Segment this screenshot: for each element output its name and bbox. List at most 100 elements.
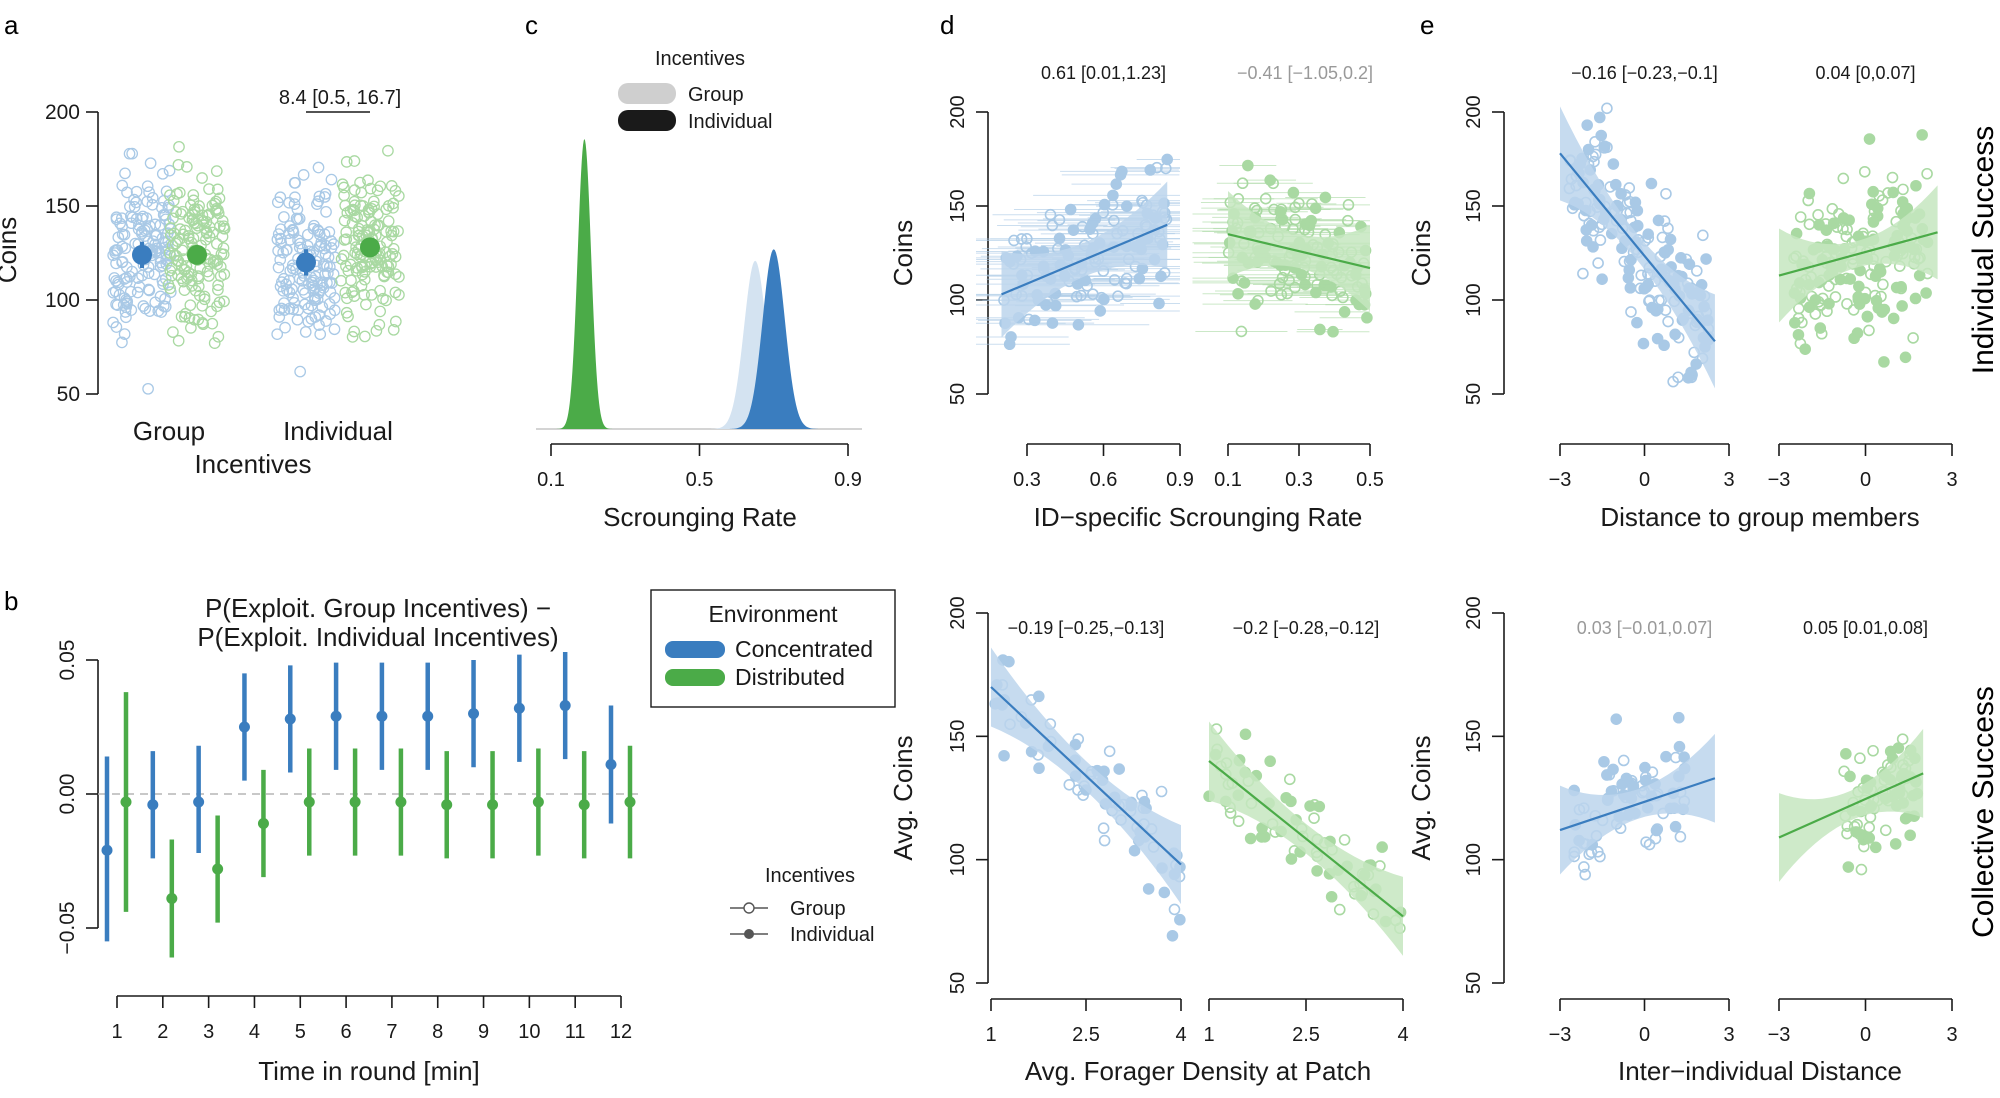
- row-label-individual-success: Individual Success: [1967, 126, 2000, 374]
- panel-e-top-point: [1921, 167, 1933, 180]
- panel-e-bottom-x-left-tick-label: 0: [1639, 1024, 1650, 1046]
- panel-c-legend-title: Incentives: [655, 48, 745, 70]
- panel-e-top-point: [1920, 287, 1932, 299]
- panel-d-top-point: [1040, 299, 1052, 311]
- panel-b-point-distributed: [395, 796, 407, 808]
- panel-e-bottom-point: [1598, 755, 1610, 768]
- panel-a-jitter-point: [142, 235, 155, 248]
- panel-b-x-tick-label: 1: [111, 1021, 122, 1043]
- panel-d-bottom-y-tick-label: 50: [947, 972, 969, 994]
- panel-a-jitter-point: [287, 226, 300, 239]
- panel-a-jitter-point: [271, 196, 284, 209]
- panel-d-bottom-point: [1158, 886, 1171, 899]
- panel-d-top-point: [1028, 314, 1041, 327]
- panel-e-top-point: [1899, 351, 1912, 364]
- panel-a-jitter-point: [170, 206, 182, 218]
- panel-e-top-point: [1907, 332, 1919, 344]
- panel-a-jitter-point: [392, 225, 404, 237]
- panel-a-jitter-point: [154, 290, 167, 303]
- panel-b-legend-box: [650, 589, 896, 708]
- panel-d-top-point: [1283, 274, 1295, 287]
- panel-d-top-y-tick-label: 200: [947, 95, 969, 128]
- panel-e-top-point: [1793, 302, 1805, 315]
- panel-b-x-tick-label: 7: [386, 1021, 397, 1043]
- panel-a-jitter-point: [182, 232, 195, 245]
- panel-a-jitter-point: [346, 331, 359, 343]
- panel-d-top-y-tick-label: 100: [947, 283, 969, 316]
- panel-e-top-point: [1887, 312, 1900, 325]
- panel-a-jitter-point: [385, 180, 398, 192]
- panel-a-jitter-point: [289, 191, 301, 204]
- panel-b-point-distributed: [303, 796, 315, 808]
- panel-d-bottom-y-tick-label: 100: [947, 843, 969, 876]
- panel-e-top-point: [1901, 202, 1914, 215]
- panel-d-bottom-slope-annotation: −0.2 [−0.28,−0.12]: [1233, 618, 1380, 638]
- panel-a-jitter-point: [348, 195, 361, 208]
- panel-d-top-point: [1067, 224, 1080, 236]
- panel-e-bottom-point: [1838, 765, 1850, 778]
- panel-e-bottom-point: [1639, 761, 1651, 774]
- panel-a-jitter-point: [201, 265, 214, 278]
- panel-e-top-point: [1870, 294, 1883, 307]
- panel-d-top-point: [1338, 306, 1351, 318]
- panel-e-bottom-point: [1669, 820, 1682, 833]
- panel-e-bottom-point: [1673, 740, 1686, 753]
- panel-e-top-point: [1662, 222, 1674, 235]
- panel-a-jitter-point: [212, 284, 224, 296]
- panel-a-jitter-point: [107, 286, 120, 299]
- panel-a-jitter-point: [217, 242, 230, 254]
- panel-e-top-x-right-tick-label: 3: [1946, 469, 1957, 491]
- panel-a-jitter-point: [271, 328, 284, 341]
- panel-b-x-tick-label: 10: [518, 1021, 540, 1043]
- panel-a-jitter-point: [172, 334, 185, 347]
- panel-e-top-point: [1867, 185, 1879, 198]
- panel-c-legend-label: Group: [688, 84, 744, 106]
- panel-d-top-point: [1259, 192, 1272, 205]
- panel-e-bottom-x-right-tick-label: 3: [1946, 1024, 1957, 1046]
- panel-a-jitter-point: [342, 264, 355, 277]
- panel-a-jitter-point: [208, 337, 221, 349]
- panel-a-jitter-point: [203, 183, 215, 195]
- panel-d-top-point: [1144, 164, 1157, 176]
- panel-d-bottom-point: [1166, 929, 1179, 942]
- panel-e-top-point: [1794, 211, 1807, 223]
- panel-a-jitter-point: [154, 252, 167, 264]
- panel-a-jitter-point: [308, 219, 320, 232]
- panel-e-bottom-x-right-tick-label: −3: [1768, 1024, 1791, 1046]
- panel-b-x-tick-label: 9: [478, 1021, 489, 1043]
- panel-e-top-point: [1697, 229, 1709, 242]
- panel-d-bottom-point: [998, 749, 1010, 762]
- panel-a-jitter-point: [327, 268, 340, 280]
- panel-e-top-point: [1588, 155, 1600, 168]
- panel-d-bottom-point: [1069, 738, 1082, 751]
- panel-b-point-distributed: [578, 799, 590, 811]
- row-label-collective-success: Collective Success: [1967, 686, 2000, 938]
- panel-d-top-point: [1110, 178, 1123, 190]
- panel-a-category-label: Individual: [283, 416, 393, 446]
- panel-a-jitter-point: [118, 273, 131, 285]
- panel-e-top-point: [1882, 187, 1894, 199]
- panel-a-jitter-point: [277, 272, 290, 285]
- panel-letter-b: b: [4, 586, 18, 616]
- panel-e-top-point: [1615, 187, 1627, 200]
- panel-a-jitter-point: [141, 195, 154, 208]
- panel-d-bottom-point: [1128, 844, 1141, 857]
- panel-b-point-distributed: [257, 817, 269, 829]
- panel-a-jitter-point: [320, 206, 332, 218]
- panel-d-top-x-label: ID−specific Scrounging Rate: [1034, 502, 1363, 532]
- panel-b-point-concentrated: [513, 702, 525, 714]
- panel-d-bottom-point: [1285, 795, 1297, 808]
- panel-e-top-point: [1851, 327, 1864, 339]
- panel-d-top-point: [1049, 299, 1062, 312]
- panel-e-top-point: [1874, 265, 1887, 278]
- panel-a-jitter-point: [172, 255, 185, 267]
- panel-e-bottom-point: [1879, 824, 1892, 837]
- panel-b-incentive-legend-title: Incentives: [765, 865, 855, 887]
- panel-c-legend-swatch-individual: [618, 110, 676, 131]
- panel-e-bottom-y-tick-label: 50: [1463, 972, 1485, 994]
- panel-a-jitter-point: [154, 260, 167, 273]
- panel-e-bottom-point: [1672, 711, 1685, 724]
- panel-a-jitter-point: [198, 293, 211, 306]
- panel-a-jitter-point: [356, 261, 368, 274]
- panel-d-bottom-y-tick-label: 200: [947, 596, 969, 629]
